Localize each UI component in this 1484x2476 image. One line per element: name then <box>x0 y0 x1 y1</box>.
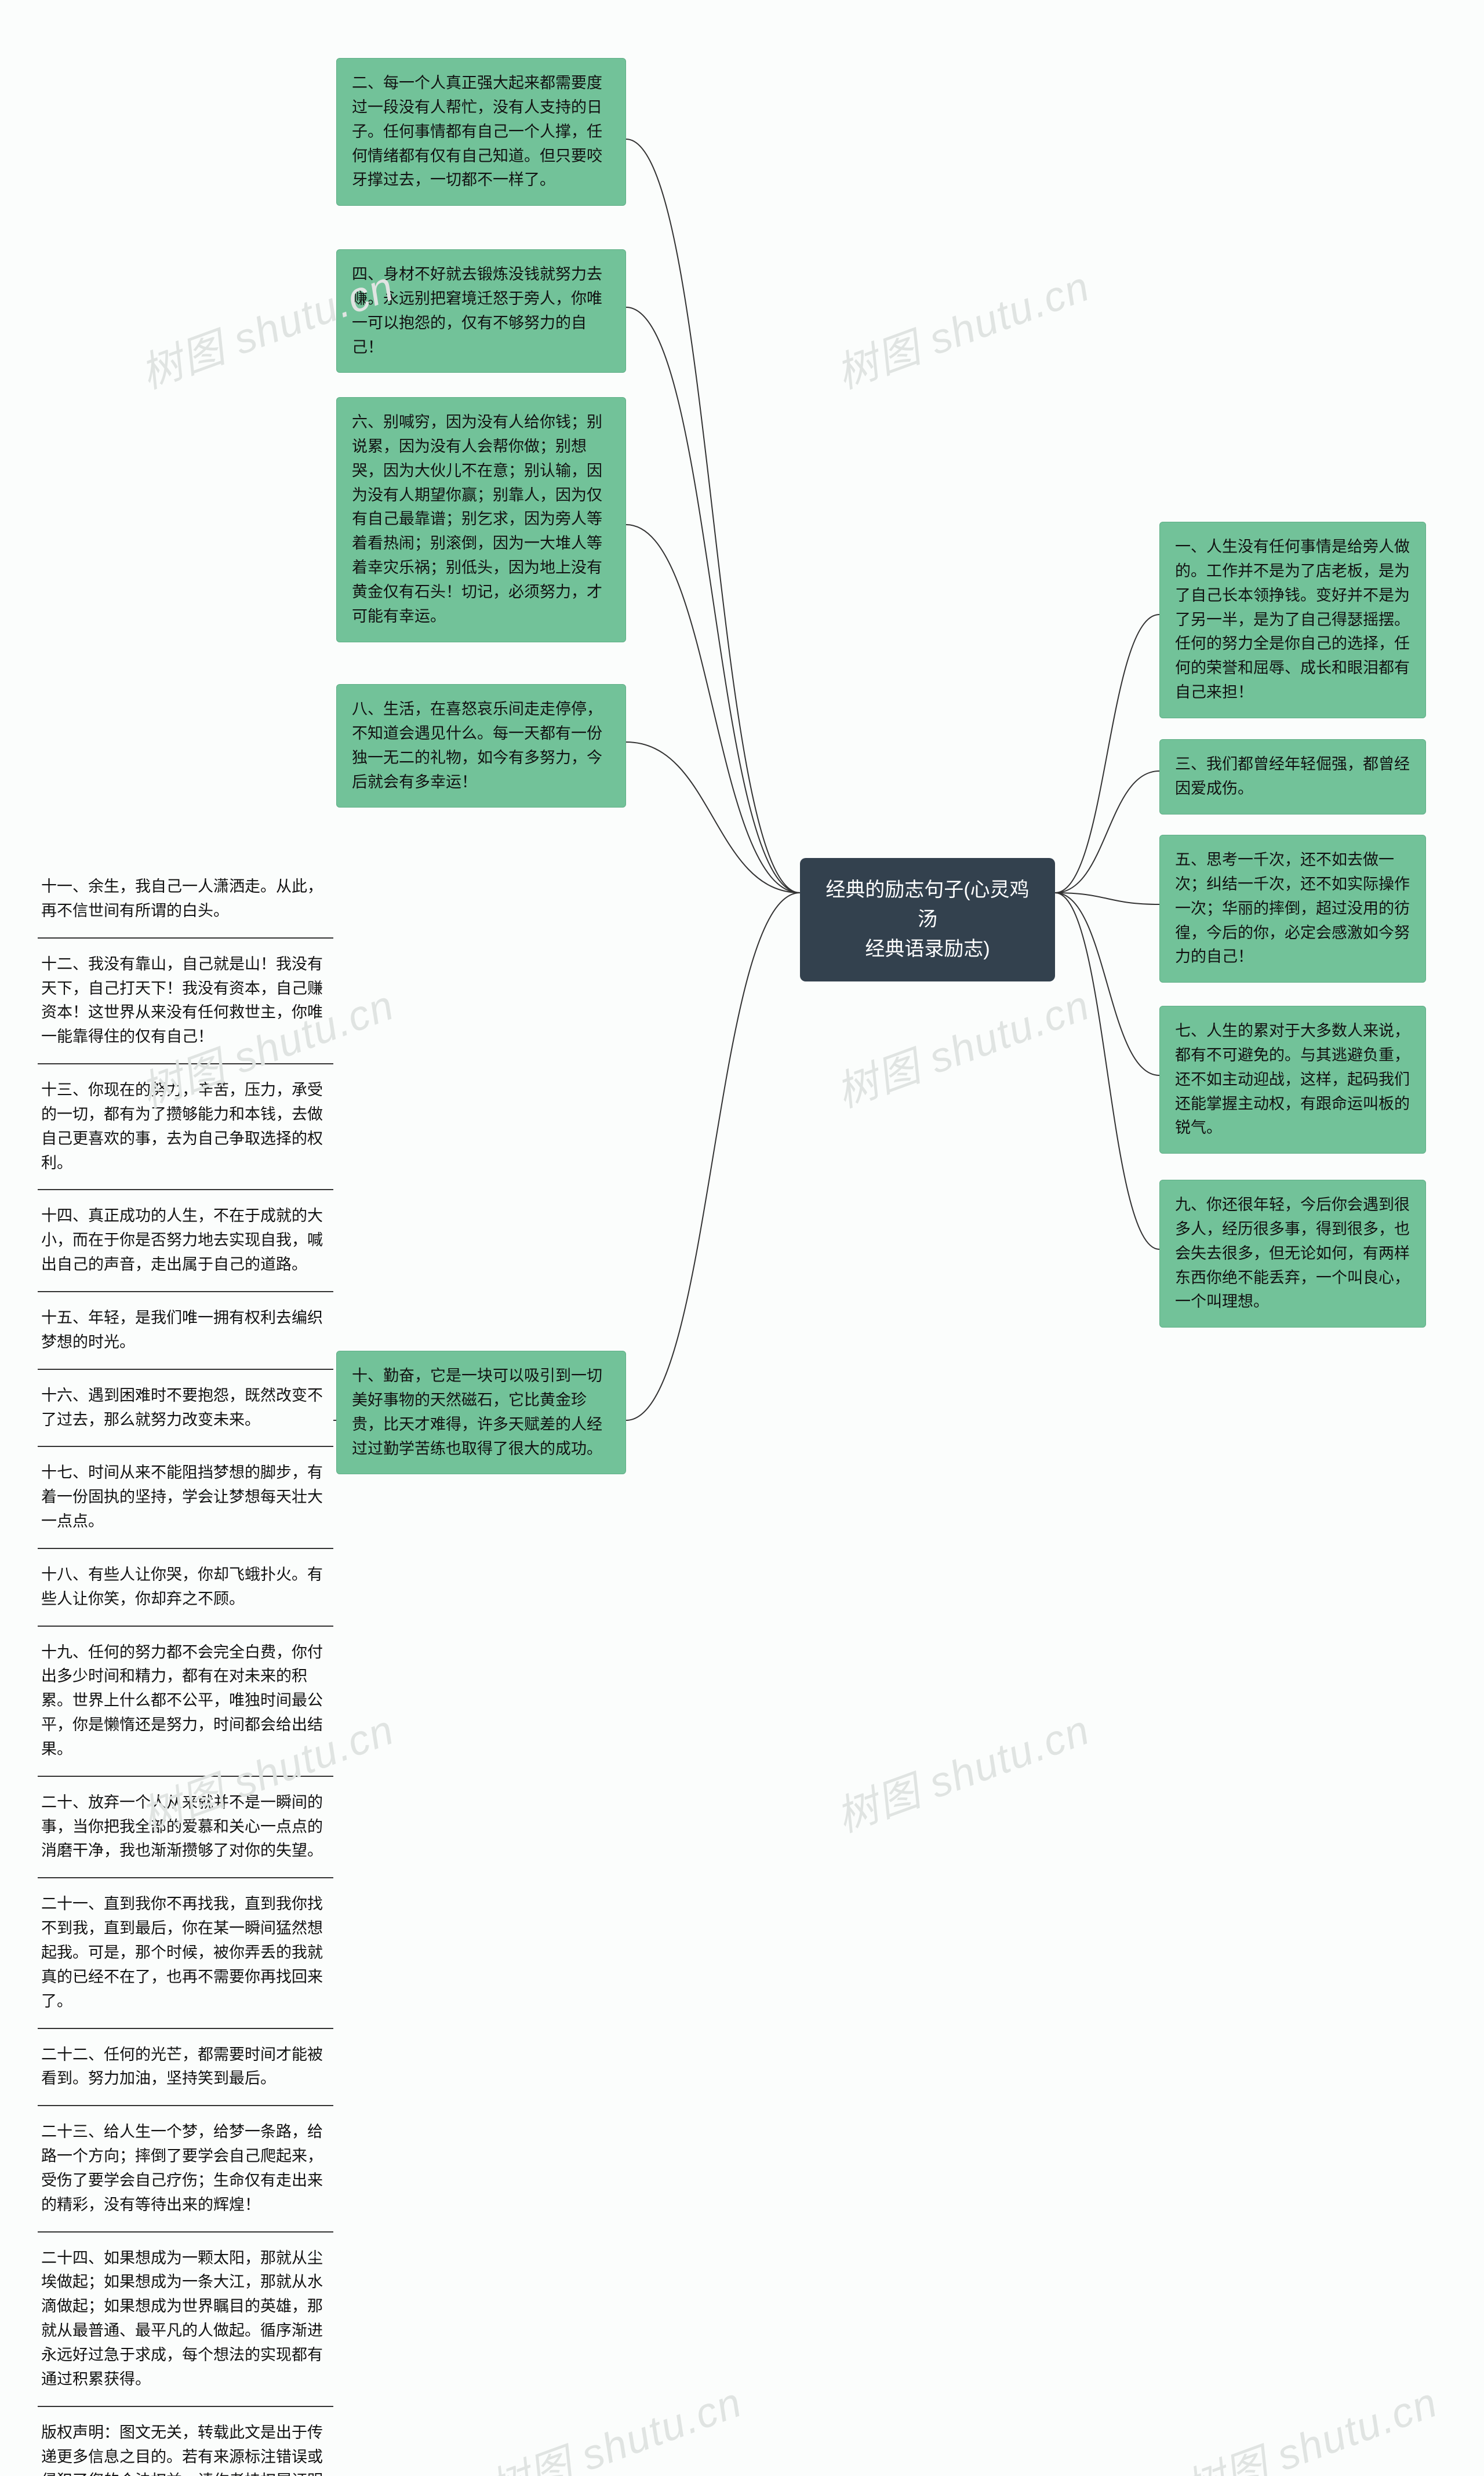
node-text: 六、别喊穷，因为没有人给你钱；别说累，因为没有人会帮你做；别想哭，因为大伙儿不在… <box>352 413 602 625</box>
node-text: 八、生活，在喜怒哀乐间走走停停，不知道会遇见什么。每一天都有一份独一无二的礼物，… <box>352 700 602 791</box>
edge-n8 <box>626 742 800 893</box>
plain-node-n16[interactable]: 十六、遇到困难时不要抱怨，既然改变不了过去，那么就努力改变未来。 <box>38 1369 333 1446</box>
green-node-n3[interactable]: 三、我们都曾经年轻倔强，都曾经因爱成伤。 <box>1159 739 1426 815</box>
edge-n4 <box>626 307 800 893</box>
plain-node-ncr[interactable]: 版权声明：图文无关，转载此文是出于传递更多信息之目的。若有来源标注错误或侵犯了您… <box>38 2406 333 2476</box>
plain-node-n14[interactable]: 十四、真正成功的人生，不在于成就的大小，而在于你是否努力地去实现自我，喊出自己的… <box>38 1189 333 1291</box>
node-text: 十六、遇到困难时不要抱怨，既然改变不了过去，那么就努力改变未来。 <box>41 1387 323 1428</box>
watermark-text: 树图 shutu.cn <box>831 982 1096 1117</box>
node-text: 十七、时间从来不能阻挡梦想的脚步，有着一份固执的坚持，学会让梦想每天壮大一点点。 <box>41 1464 323 1530</box>
edge-n3 <box>1055 771 1159 893</box>
watermark-text: 树图 shutu.cn <box>1179 2379 1444 2476</box>
node-text: 版权声明：图文无关，转载此文是出于传递更多信息之目的。若有来源标注错误或侵犯了您… <box>41 2424 323 2476</box>
plain-node-stack: 十一、余生，我自己一人潇洒走。从此，再不信世间有所谓的白头。十二、我没有靠山，自… <box>38 861 333 2476</box>
green-node-n9[interactable]: 九、你还很年轻，今后你会遇到很多人，经历很多事，得到很多，也会失去很多，但无论如… <box>1159 1180 1426 1328</box>
watermark-text: 树图 shutu.cn <box>483 2379 748 2476</box>
node-text: 四、身材不好就去锻炼没钱就努力去赚。永远别把窘境迁怒于旁人，你唯一可以抱怨的，仅… <box>352 266 602 356</box>
edge-n7 <box>1055 893 1159 1075</box>
plain-node-n17[interactable]: 十七、时间从来不能阻挡梦想的脚步，有着一份固执的坚持，学会让梦想每天壮大一点点。 <box>38 1446 333 1548</box>
plain-node-n21[interactable]: 二十一、直到我你不再找我，直到我你找不到我，直到最后，你在某一瞬间猛然想起我。可… <box>38 1877 333 2027</box>
edge-n2 <box>626 139 800 893</box>
edge-n1 <box>1055 615 1159 893</box>
node-text: 十八、有些人让你哭，你却飞蛾扑火。有些人让你笑，你却弃之不顾。 <box>41 1566 323 1608</box>
green-node-n10[interactable]: 十、勤奋，它是一块可以吸引到一切美好事物的天然磁石，它比黄金珍贵，比天才难得，许… <box>336 1351 626 1474</box>
node-text: 九、你还很年轻，今后你会遇到很多人，经历很多事，得到很多，也会失去很多，但无论如… <box>1175 1196 1410 1310</box>
central-text: 经典的励志句子(心灵鸡汤经典语录励志) <box>825 879 1029 960</box>
node-text: 二十一、直到我你不再找我，直到我你找不到我，直到最后，你在某一瞬间猛然想起我。可… <box>41 1895 323 2009</box>
node-text: 三、我们都曾经年轻倔强，都曾经因爱成伤。 <box>1175 755 1410 797</box>
plain-node-n13[interactable]: 十三、你现在的努力，辛苦，压力，承受的一切，都有为了攒够能力和本钱，去做自己更喜… <box>38 1063 333 1189</box>
plain-node-n22[interactable]: 二十二、任何的光芒，都需要时间才能被看到。努力加油，坚持笑到最后。 <box>38 2028 333 2106</box>
node-text: 十一、余生，我自己一人潇洒走。从此，再不信世间有所谓的白头。 <box>41 878 323 919</box>
watermark-text: 树图 shutu.cn <box>831 263 1096 398</box>
node-text: 五、思考一千次，还不如去做一次；纠结一千次，还不如实际操作一次；华丽的摔倒，超过… <box>1175 851 1410 965</box>
node-text: 十、勤奋，它是一块可以吸引到一切美好事物的天然磁石，它比黄金珍贵，比天才难得，许… <box>352 1367 602 1457</box>
plain-node-n11[interactable]: 十一、余生，我自己一人潇洒走。从此，再不信世间有所谓的白头。 <box>38 861 333 937</box>
green-node-n5[interactable]: 五、思考一千次，还不如去做一次；纠结一千次，还不如实际操作一次；华丽的摔倒，超过… <box>1159 835 1426 983</box>
node-text: 十九、任何的努力都不会完全白费，你付出多少时间和精力，都有在对未来的积累。世界上… <box>41 1644 323 1758</box>
node-text: 二、每一个人真正强大起来都需要度过一段没有人帮忙，没有人支持的日子。任何事情都有… <box>352 74 602 188</box>
mindmap-canvas: 经典的励志句子(心灵鸡汤经典语录励志) 二、每一个人真正强大起来都需要度过一段没… <box>0 0 1484 2476</box>
green-node-n7[interactable]: 七、人生的累对于大多数人来说，都有不可避免的。与其逃避负重，还不如主动迎战，这样… <box>1159 1006 1426 1154</box>
node-text: 七、人生的累对于大多数人来说，都有不可避免的。与其逃避负重，还不如主动迎战，这样… <box>1175 1022 1410 1136</box>
node-text: 一、人生没有任何事情是给旁人做的。工作并不是为了店老板，是为了自己长本领挣钱。变… <box>1175 538 1410 701</box>
plain-node-n20[interactable]: 二十、放弃一个人从来就并不是一瞬间的事，当你把我全部的爱慕和关心一点点的消磨干净… <box>38 1776 333 1878</box>
watermark: 树图 shutu.cn <box>827 252 1097 400</box>
watermark: 树图 shutu.cn <box>479 2368 749 2476</box>
watermark: 树图 shutu.cn <box>827 1696 1097 1844</box>
node-text: 二十二、任何的光芒，都需要时间才能被看到。努力加油，坚持笑到最后。 <box>41 2046 323 2088</box>
green-node-n1[interactable]: 一、人生没有任何事情是给旁人做的。工作并不是为了店老板，是为了自己长本领挣钱。变… <box>1159 522 1426 718</box>
green-node-n6[interactable]: 六、别喊穷，因为没有人给你钱；别说累，因为没有人会帮你做；别想哭，因为大伙儿不在… <box>336 397 626 642</box>
green-node-n8[interactable]: 八、生活，在喜怒哀乐间走走停停，不知道会遇见什么。每一天都有一份独一无二的礼物，… <box>336 684 626 808</box>
node-text: 二十、放弃一个人从来就并不是一瞬间的事，当你把我全部的爱慕和关心一点点的消磨干净… <box>41 1794 323 1860</box>
plain-node-n15[interactable]: 十五、年轻，是我们唯一拥有权利去编织梦想的时光。 <box>38 1291 333 1369</box>
plain-node-n18[interactable]: 十八、有些人让你哭，你却飞蛾扑火。有些人让你笑，你却弃之不顾。 <box>38 1548 333 1626</box>
node-text: 十五、年轻，是我们唯一拥有权利去编织梦想的时光。 <box>41 1309 323 1351</box>
edge-n5 <box>1055 893 1159 904</box>
central-node[interactable]: 经典的励志句子(心灵鸡汤经典语录励志) <box>800 858 1055 981</box>
plain-node-n23[interactable]: 二十三、给人生一个梦，给梦一条路，给路一个方向；摔倒了要学会自己爬起来，受伤了要… <box>38 2105 333 2231</box>
watermark: 树图 shutu.cn <box>1174 2368 1445 2476</box>
edge-n9 <box>1055 893 1159 1249</box>
watermark: 树图 shutu.cn <box>827 971 1097 1119</box>
plain-node-n12[interactable]: 十二、我没有靠山，自己就是山！我没有天下，自己打天下！我没有资本，自己赚资本！这… <box>38 937 333 1063</box>
node-text: 二十三、给人生一个梦，给梦一条路，给路一个方向；摔倒了要学会自己爬起来，受伤了要… <box>41 2123 323 2213</box>
node-text: 十二、我没有靠山，自己就是山！我没有天下，自己打天下！我没有资本，自己赚资本！这… <box>41 955 323 1046</box>
watermark-text: 树图 shutu.cn <box>831 1707 1096 1841</box>
node-text: 二十四、如果想成为一颗太阳，那就从尘埃做起；如果想成为一条大江，那就从水滴做起；… <box>41 2249 323 2388</box>
green-node-n2[interactable]: 二、每一个人真正强大起来都需要度过一段没有人帮忙，没有人支持的日子。任何事情都有… <box>336 58 626 206</box>
green-node-n4[interactable]: 四、身材不好就去锻炼没钱就努力去赚。永远别把窘境迁怒于旁人，你唯一可以抱怨的，仅… <box>336 249 626 373</box>
plain-node-n24[interactable]: 二十四、如果想成为一颗太阳，那就从尘埃做起；如果想成为一条大江，那就从水滴做起；… <box>38 2231 333 2406</box>
edge-n6 <box>626 525 800 893</box>
node-text: 十四、真正成功的人生，不在于成就的大小，而在于你是否努力地去实现自我，喊出自己的… <box>41 1207 323 1273</box>
plain-node-n19[interactable]: 十九、任何的努力都不会完全白费，你付出多少时间和精力，都有在对未来的积累。世界上… <box>38 1626 333 1776</box>
edge-n10 <box>626 893 800 1420</box>
node-text: 十三、你现在的努力，辛苦，压力，承受的一切，都有为了攒够能力和本钱，去做自己更喜… <box>41 1081 323 1172</box>
